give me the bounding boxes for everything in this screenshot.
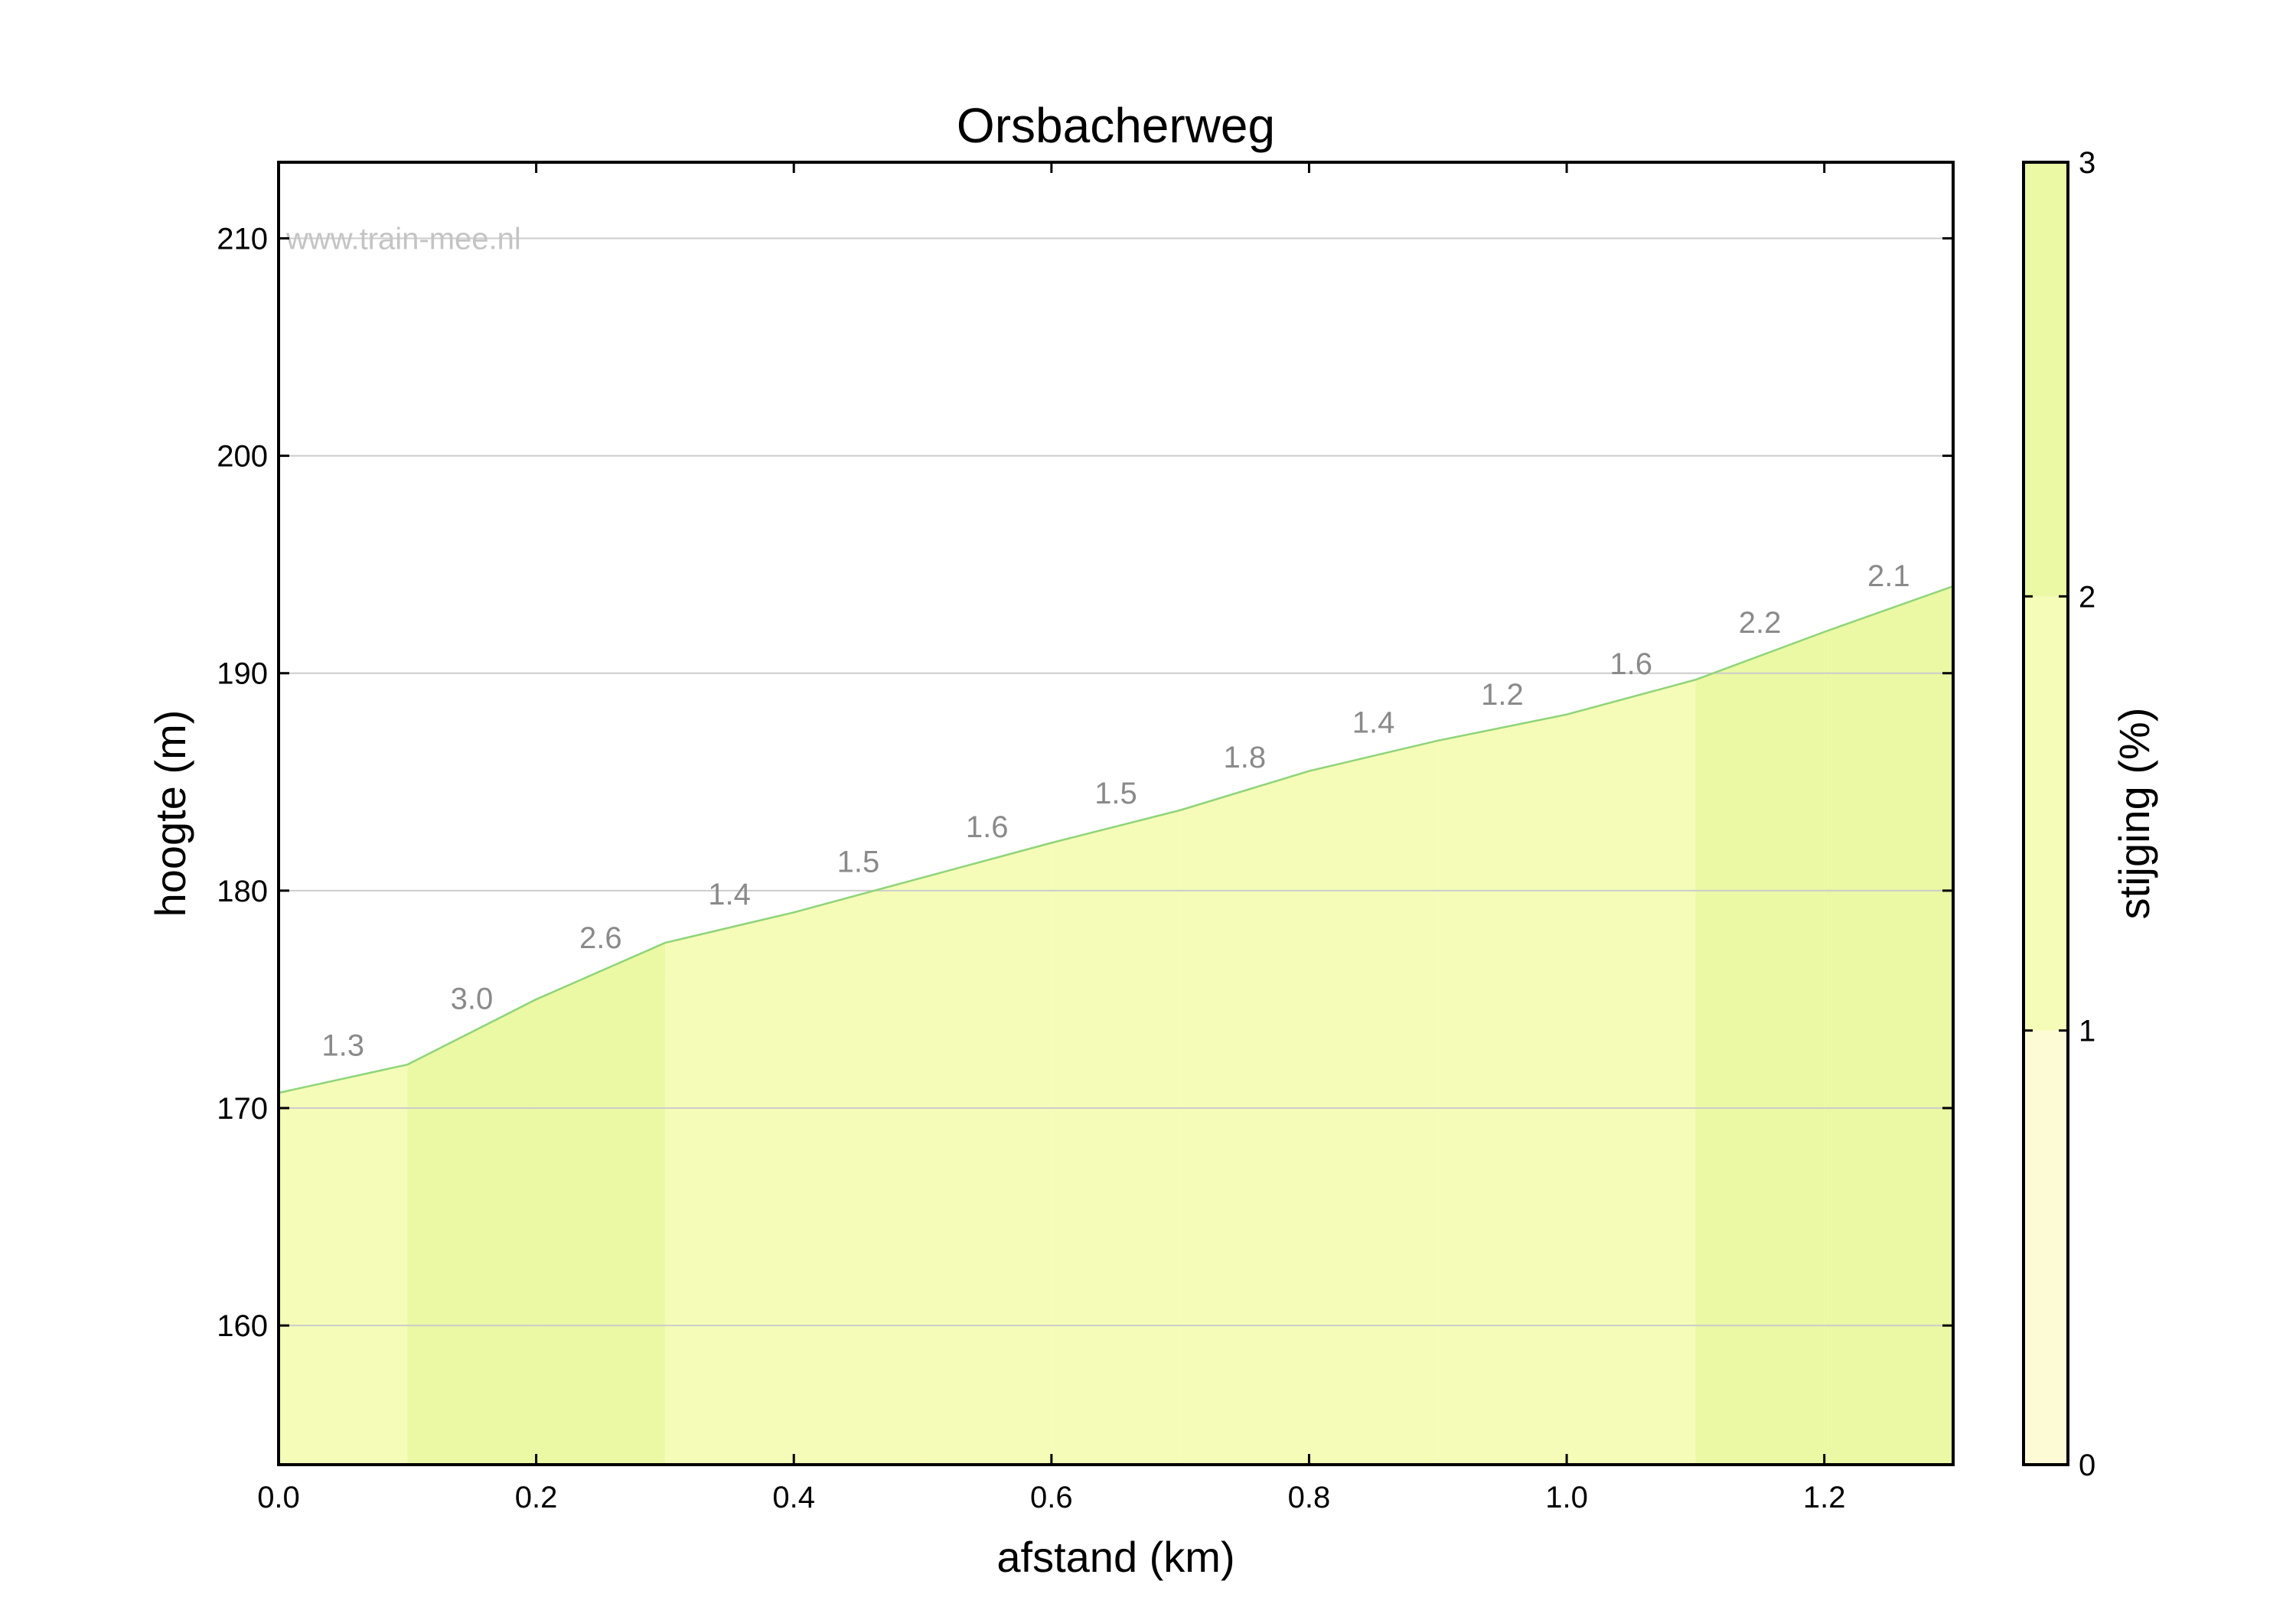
colorbar: 0 1 2 3 bbox=[2022, 146, 2095, 1482]
y-axis-label: hoogte (m) bbox=[146, 710, 194, 918]
y-tick-label-190: 190 bbox=[217, 657, 268, 691]
colorbar-label: stijging (%) bbox=[2110, 708, 2158, 920]
grade-label-0: 1.3 bbox=[321, 1029, 364, 1063]
y-tick-label-210: 210 bbox=[217, 222, 268, 256]
colorbar-frame bbox=[2022, 161, 2069, 1466]
chart-title: Orsbacherweg bbox=[957, 98, 1275, 153]
y-tick-label-160: 160 bbox=[217, 1309, 268, 1343]
x-axis-label: afstand (km) bbox=[996, 1533, 1234, 1581]
segment-fill-10 bbox=[1567, 680, 1696, 1465]
y-tick-label-180: 180 bbox=[217, 875, 268, 908]
plot-frame bbox=[277, 161, 1955, 1466]
grade-label-4: 1.5 bbox=[837, 846, 880, 879]
grade-label-10: 1.6 bbox=[1609, 647, 1652, 681]
grade-label-1: 3.0 bbox=[451, 983, 494, 1016]
watermark-text: www.train-mee.nl bbox=[285, 222, 521, 256]
segment-fill-2 bbox=[536, 943, 665, 1465]
x-tick-label-0.0: 0.0 bbox=[257, 1481, 300, 1514]
x-tick-label-0.2: 0.2 bbox=[515, 1481, 558, 1514]
colorbar-tick-label-3: 3 bbox=[2079, 146, 2095, 180]
grade-label-2: 2.6 bbox=[579, 921, 622, 955]
grade-label-11: 2.2 bbox=[1739, 606, 1782, 640]
grade-label-3: 1.4 bbox=[708, 878, 751, 911]
segment-fill-9 bbox=[1437, 714, 1567, 1465]
segment-fill-11 bbox=[1695, 631, 1825, 1465]
grade-label-layer: 1.3 3.0 2.6 1.4 1.5 1.6 1.5 1.8 1.4 1.2 1.6 2.2 2.1 bbox=[321, 559, 1910, 1063]
segment-fill-4 bbox=[794, 877, 923, 1465]
axis-tick-layer: 0.0 0.2 0.4 0.6 0.8 1.0 1.2 160 170 180 190 200 210 bbox=[217, 162, 1953, 1514]
segment-fill-3 bbox=[664, 912, 794, 1465]
x-tick-label-0.4: 0.4 bbox=[772, 1481, 815, 1514]
segment-fill-0 bbox=[279, 1064, 408, 1465]
grade-label-9: 1.2 bbox=[1481, 678, 1524, 712]
segment-fill-5 bbox=[922, 843, 1052, 1465]
y-tick-label-200: 200 bbox=[217, 440, 268, 474]
grade-label-8: 1.4 bbox=[1352, 706, 1395, 740]
grade-label-5: 1.6 bbox=[966, 810, 1009, 844]
grade-label-6: 1.5 bbox=[1094, 777, 1137, 810]
segment-fill-7 bbox=[1180, 771, 1309, 1465]
colorbar-tick-label-1: 1 bbox=[2079, 1015, 2095, 1048]
segment-fill-6 bbox=[1051, 810, 1181, 1465]
x-tick-label-1.2: 1.2 bbox=[1803, 1481, 1846, 1514]
segment-fill-layer bbox=[279, 586, 1953, 1465]
colorbar-band-1 bbox=[2024, 596, 2068, 1031]
segment-fill-1 bbox=[407, 999, 536, 1465]
colorbar-band-0 bbox=[2024, 1030, 2068, 1465]
x-tick-label-0.8: 0.8 bbox=[1288, 1481, 1331, 1514]
grade-label-7: 1.8 bbox=[1224, 741, 1267, 774]
y-tick-label-170: 170 bbox=[217, 1092, 268, 1126]
colorbar-band-2 bbox=[2024, 162, 2068, 597]
x-tick-label-1.0: 1.0 bbox=[1545, 1481, 1588, 1514]
segment-fill-12 bbox=[1824, 586, 1953, 1465]
colorbar-tick-label-2: 2 bbox=[2079, 580, 2095, 614]
elevation-line bbox=[278, 585, 1954, 1094]
gridline-layer bbox=[279, 237, 1953, 1327]
grade-label-12: 2.1 bbox=[1867, 559, 1910, 593]
x-tick-label-0.6: 0.6 bbox=[1030, 1481, 1073, 1514]
colorbar-tick-label-0: 0 bbox=[2079, 1449, 2095, 1482]
segment-fill-8 bbox=[1309, 740, 1438, 1465]
